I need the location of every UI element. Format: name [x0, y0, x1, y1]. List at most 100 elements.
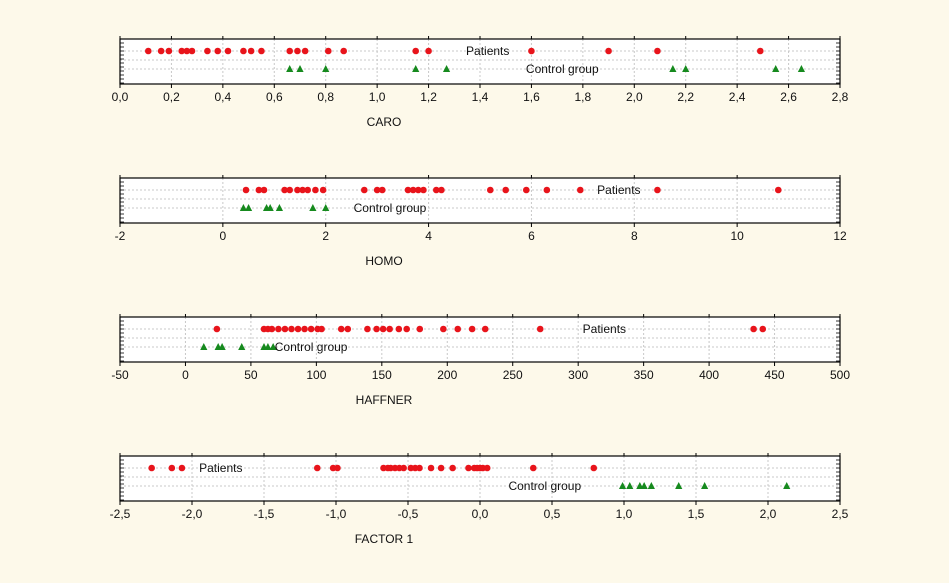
patient-point: [255, 186, 263, 194]
control-point: [264, 343, 272, 350]
patient-point: [165, 47, 173, 55]
patient-point: [437, 464, 445, 472]
x-tick-label: 400: [699, 368, 719, 382]
x-tick-label: 450: [765, 368, 785, 382]
patient-point: [378, 186, 386, 194]
control-point: [322, 65, 330, 72]
patient-point: [188, 47, 196, 55]
patient-point: [379, 325, 387, 333]
x-tick-label: 0: [182, 368, 189, 382]
panel-factor-1: -2,5 -2,0 -1,5 -1,0 -0,5 0,0 0,5 1,0 1,5 2,0 2,5 FA…: [110, 453, 849, 546]
label-control-group: Control group: [526, 62, 599, 76]
x-tick-label: 2,6: [780, 90, 797, 104]
control-point: [797, 65, 806, 72]
x-tick-label: -2: [115, 229, 126, 243]
patient-point: [340, 47, 348, 55]
patient-point: [168, 464, 176, 472]
patient-point: [213, 325, 221, 333]
patient-point: [247, 47, 255, 55]
x-tick-label: -1,0: [326, 507, 347, 521]
control-point: [701, 482, 709, 489]
x-tick-label: 0,4: [215, 90, 232, 104]
x-tick-label: 0,0: [112, 90, 129, 104]
x-tick-label: -2,0: [182, 507, 203, 521]
patient-point: [260, 186, 268, 194]
x-tick-label: 1,6: [523, 90, 540, 104]
label-control-group: Control group: [275, 340, 348, 354]
patient-point: [224, 47, 232, 55]
x-tick-label: 2,0: [626, 90, 643, 104]
x-tick-label: 1,4: [472, 90, 489, 104]
patient-point: [312, 186, 319, 194]
patient-point: [403, 325, 410, 333]
x-tick-label: 0,8: [317, 90, 334, 104]
x-tick-label: 0: [220, 229, 227, 243]
patient-point: [528, 47, 535, 55]
patient-point: [416, 464, 423, 472]
x-tick-label: -0,5: [398, 507, 419, 521]
patient-point: [425, 47, 432, 55]
patient-point: [307, 325, 315, 333]
control-point: [309, 204, 317, 211]
control-point: [669, 65, 677, 72]
patient-point: [465, 464, 472, 472]
label-patients: Patients: [199, 461, 242, 475]
x-axis-title: CARO: [367, 115, 402, 129]
x-tick-label: 2,5: [832, 507, 849, 521]
x-tick-label: 250: [503, 368, 523, 382]
patient-point: [414, 186, 422, 194]
plot-area: [120, 178, 840, 223]
control-point: [618, 482, 627, 489]
patient-point: [313, 464, 321, 472]
label-control-group: Control group: [354, 201, 427, 215]
control-point: [275, 204, 284, 211]
patient-point: [654, 47, 661, 55]
patient-point: [605, 47, 612, 55]
control-point: [682, 65, 690, 72]
x-tick-label: 2: [322, 229, 329, 243]
patient-point: [420, 186, 427, 194]
plot-frame: [119, 316, 841, 363]
x-axis-title: HAFFNER: [356, 393, 413, 407]
patient-point: [258, 47, 265, 55]
patient-point: [759, 325, 767, 333]
patient-point: [536, 325, 544, 333]
x-tick-label: 50: [244, 368, 258, 382]
patient-point: [522, 186, 530, 194]
patient-point: [373, 186, 381, 194]
patient-point: [750, 325, 757, 333]
patient-point: [756, 47, 764, 55]
patient-point: [268, 325, 276, 333]
control-point: [296, 65, 304, 72]
label-patients: Patients: [597, 183, 640, 197]
control-point: [783, 482, 791, 489]
x-axis-title: FACTOR 1: [355, 532, 414, 546]
patient-point: [468, 325, 476, 333]
patient-point: [281, 186, 288, 194]
patient-point: [157, 47, 165, 55]
x-tick-label: 2,0: [760, 507, 777, 521]
patient-point: [294, 325, 302, 333]
patient-point: [286, 47, 294, 55]
patient-point: [395, 325, 403, 333]
patient-point: [337, 325, 345, 333]
patient-point: [416, 325, 424, 333]
control-point: [412, 65, 420, 72]
patient-point: [318, 325, 325, 333]
x-tick-label: 6: [528, 229, 535, 243]
patient-point: [178, 464, 186, 472]
x-tick-label: 1,0: [616, 507, 633, 521]
panel-caro: 0,0 0,2 0,4 0,6 0,8 1,0 1,2 1,4 1,6 1,8 2,0 2,2 2,4 2…: [112, 36, 849, 129]
patient-point: [319, 186, 327, 194]
patient-point: [576, 186, 584, 194]
patient-point: [240, 47, 247, 55]
x-tick-label: 200: [437, 368, 457, 382]
patient-point: [373, 325, 380, 333]
x-tick-label: 350: [634, 368, 654, 382]
x-tick-label: 8: [631, 229, 638, 243]
patient-point: [481, 325, 489, 333]
x-tick-label: 1,2: [420, 90, 437, 104]
patient-point: [344, 325, 352, 333]
patient-point: [286, 186, 294, 194]
